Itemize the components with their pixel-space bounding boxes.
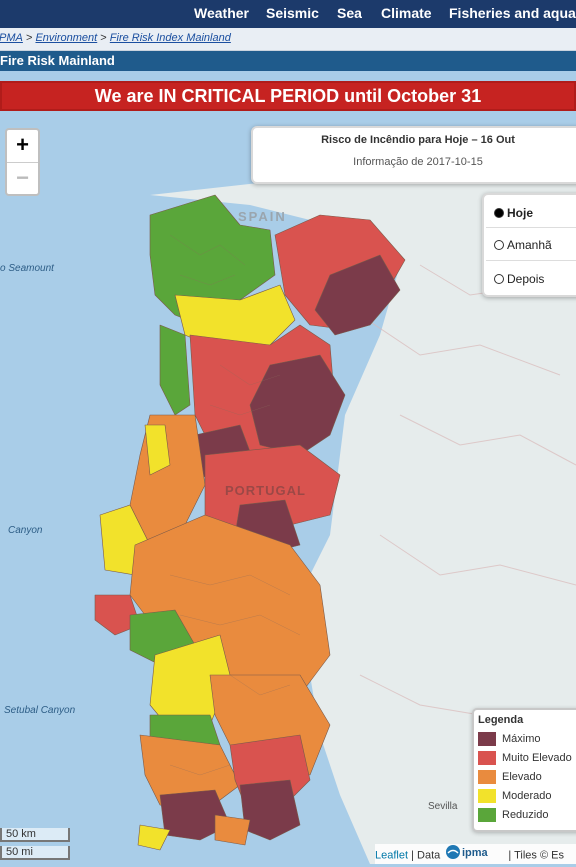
region-max-ne <box>314 254 401 336</box>
radio-icon <box>494 239 504 250</box>
forecast-date: Informação de 2017-10-15 <box>353 156 483 168</box>
radio-icon <box>494 273 504 284</box>
region-moderate-coast <box>144 424 171 476</box>
zoom-out-button[interactable]: − <box>7 162 38 194</box>
zoom-control: + − <box>5 128 40 196</box>
region-moderate-algarve <box>137 824 171 851</box>
day-option-amanha[interactable]: Amanhã <box>494 238 552 252</box>
day-label-hoje: Hoje <box>507 206 534 220</box>
breadcrumb-separator: > <box>100 32 107 44</box>
legend-label: Máximo <box>502 732 541 745</box>
swatch-low <box>478 808 496 822</box>
legend: Legenda Máximo Muito Elevado Elevado Mod… <box>472 708 576 832</box>
section-title: Fire Risk Mainland <box>0 53 115 68</box>
legend-item-moderado: Moderado <box>478 789 552 805</box>
swatch-max <box>478 732 496 746</box>
day-option-depois[interactable]: Depois <box>494 272 544 286</box>
legend-label: Elevado <box>502 770 542 783</box>
label-setubal-canyon: Setubal Canyon <box>4 705 76 716</box>
region-max-c <box>249 354 346 456</box>
label-portugal: PORTUGAL <box>225 483 306 498</box>
scale-mi: 50 mi <box>0 846 70 860</box>
day-label-amanha: Amanhã <box>507 238 552 252</box>
label-seamount: o Seamount <box>0 263 54 274</box>
forecast-title: Risco de Incêndio para Hoje – 16 Out <box>321 134 515 146</box>
label-sevilla: Sevilla <box>428 801 458 812</box>
region-very-high-lx <box>94 594 141 636</box>
swatch-high <box>478 770 496 784</box>
breadcrumb-separator: > <box>25 32 33 44</box>
critical-period-banner: We are IN CRITICAL PERIOD until October … <box>0 81 576 111</box>
region-high-algarve <box>214 814 251 846</box>
legend-item-elevado: Elevado <box>478 770 542 786</box>
attribution-sep: | <box>411 849 414 862</box>
nav-fisheries[interactable]: Fisheries and aquacu <box>449 5 576 21</box>
section-header: Fire Risk Mainland <box>0 51 576 71</box>
swatch-very-high <box>478 751 496 765</box>
label-canyon: Canyon <box>8 525 43 536</box>
radio-selected-icon <box>494 207 504 218</box>
divider <box>486 260 576 261</box>
ipma-logo-icon[interactable]: ipma <box>445 844 503 867</box>
day-label-depois: Depois <box>507 272 545 286</box>
nav-weather[interactable]: Weather <box>194 5 249 21</box>
nav-climate[interactable]: Climate <box>381 5 432 21</box>
region-low-coast <box>159 324 191 416</box>
zoom-in-button[interactable]: + <box>16 132 29 157</box>
legend-label: Reduzido <box>502 808 549 821</box>
legend-label: Muito Elevado <box>502 751 572 764</box>
region-max-algarve-e <box>239 779 301 841</box>
attribution-data: Data <box>417 849 441 862</box>
scale-km: 50 km <box>0 828 70 842</box>
breadcrumb-environment[interactable]: Environment <box>35 32 98 44</box>
top-navigation: Weather Seismic Sea Climate Fisheries an… <box>0 0 576 28</box>
legend-label: Moderado <box>502 789 552 802</box>
map-attribution: Leaflet | Data ipma | Tiles © Es <box>375 844 576 864</box>
legend-item-reduzido: Reduzido <box>478 808 548 824</box>
fire-risk-map[interactable]: SPAIN PORTUGAL o Seamount Canyon Setubal… <box>0 115 576 864</box>
forecast-info-box: Risco de Incêndio para Hoje – 16 Out Inf… <box>251 126 576 184</box>
label-spain: SPAIN <box>238 209 287 224</box>
swatch-moderate <box>478 789 496 803</box>
breadcrumb-ipma[interactable]: IPMA <box>0 32 23 44</box>
nav-sea[interactable]: Sea <box>337 5 362 21</box>
svg-text:ipma: ipma <box>462 847 489 859</box>
attribution-tiles: | Tiles © Es <box>508 849 564 862</box>
legend-item-muito-elevado: Muito Elevado <box>478 751 572 767</box>
day-option-hoje[interactable]: Hoje <box>494 206 533 220</box>
leaflet-link[interactable]: Leaflet <box>375 849 409 862</box>
divider <box>486 227 576 228</box>
breadcrumb: IPMA > Environment > Fire Risk Index Mai… <box>0 28 576 51</box>
breadcrumb-fire-risk[interactable]: Fire Risk Index Mainland <box>109 32 231 44</box>
day-selector: Hoje Amanhã Depois <box>482 193 576 297</box>
nav-seismic[interactable]: Seismic <box>266 5 319 21</box>
map-canvas <box>94 155 576 864</box>
legend-title: Legenda <box>478 714 524 726</box>
legend-item-maximo: Máximo <box>478 732 541 748</box>
